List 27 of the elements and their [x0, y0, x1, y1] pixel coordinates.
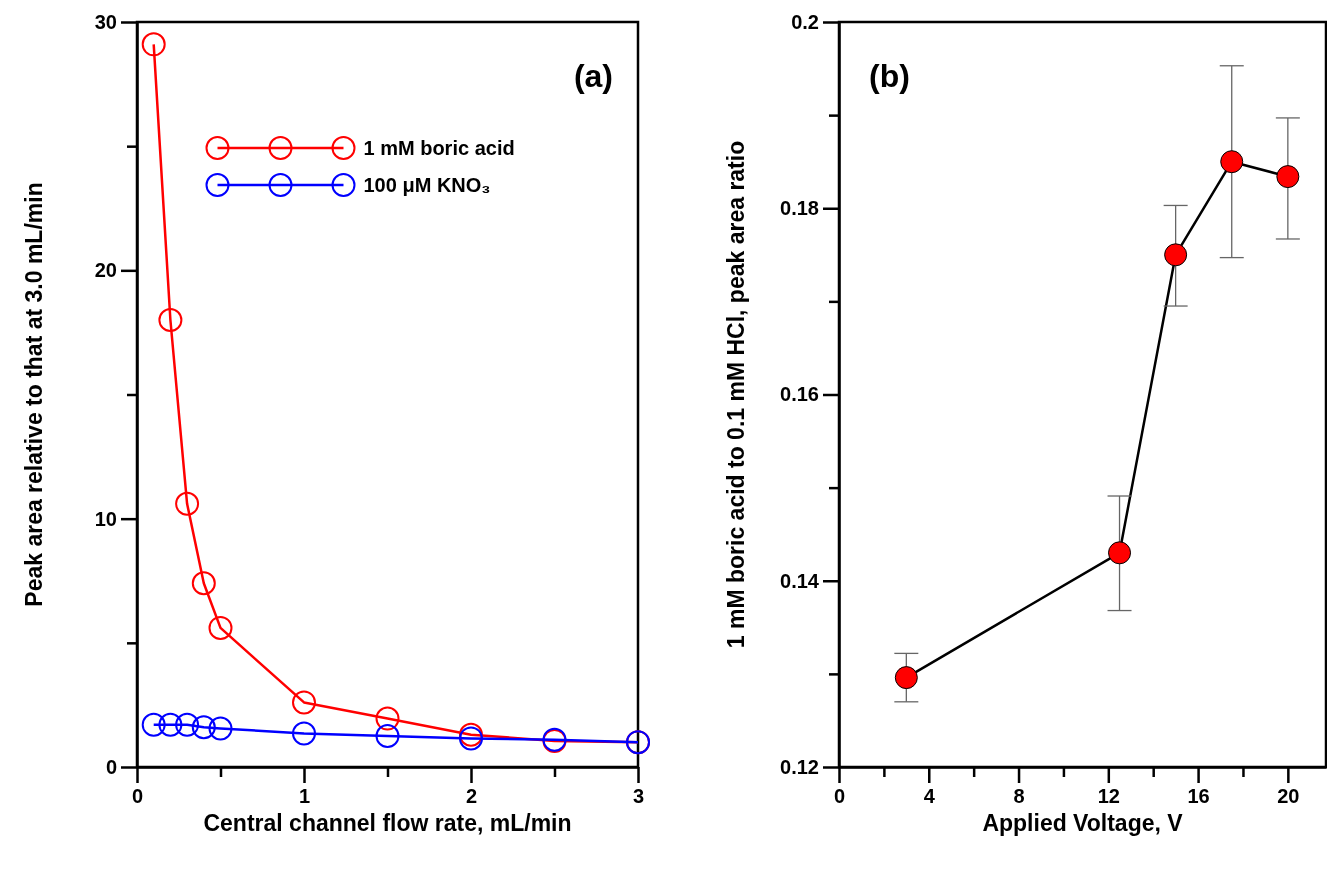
y-tick-label: 0	[105, 755, 117, 778]
y-tick-label: 0.18	[780, 197, 819, 220]
y-axis-title: Peak area relative to that at 3.0 mL/min	[21, 182, 47, 607]
legend-label: 100 μM KNO₃	[363, 174, 491, 196]
x-axis-title: Applied Voltage, V	[982, 810, 1184, 836]
x-tick-label: 2	[465, 785, 478, 808]
x-tick-label: 0	[833, 785, 846, 808]
x-axis-title: Central channel flow rate, mL/min	[203, 810, 572, 836]
annotation: (b)	[869, 58, 910, 94]
x-tick-label: 3	[632, 785, 645, 808]
y-tick-label: 0.16	[780, 383, 819, 406]
x-tick-label: 12	[1097, 785, 1120, 808]
y-tick-label: 0.12	[780, 755, 819, 778]
x-tick-label: 16	[1187, 785, 1210, 808]
y-tick-label: 0.14	[780, 569, 820, 592]
y-tick-label: 10	[94, 507, 117, 530]
y-axis-title: 1 mM boric acid to 0.1 mM HCl, peak area ratio	[723, 140, 749, 649]
y-tick-label: 20	[94, 259, 117, 282]
x-tick-label: 8	[1013, 785, 1025, 808]
annotation: (a)	[573, 58, 613, 94]
x-tick-label: 0	[131, 785, 144, 808]
x-tick-label: 4	[923, 785, 936, 808]
x-tick-label: 20	[1277, 785, 1300, 808]
y-tick-label: 30	[94, 10, 117, 33]
y-tick-label: 0.2	[791, 10, 819, 33]
legend-label: 1 mM boric acid	[363, 137, 515, 159]
x-tick-label: 1	[298, 785, 311, 808]
